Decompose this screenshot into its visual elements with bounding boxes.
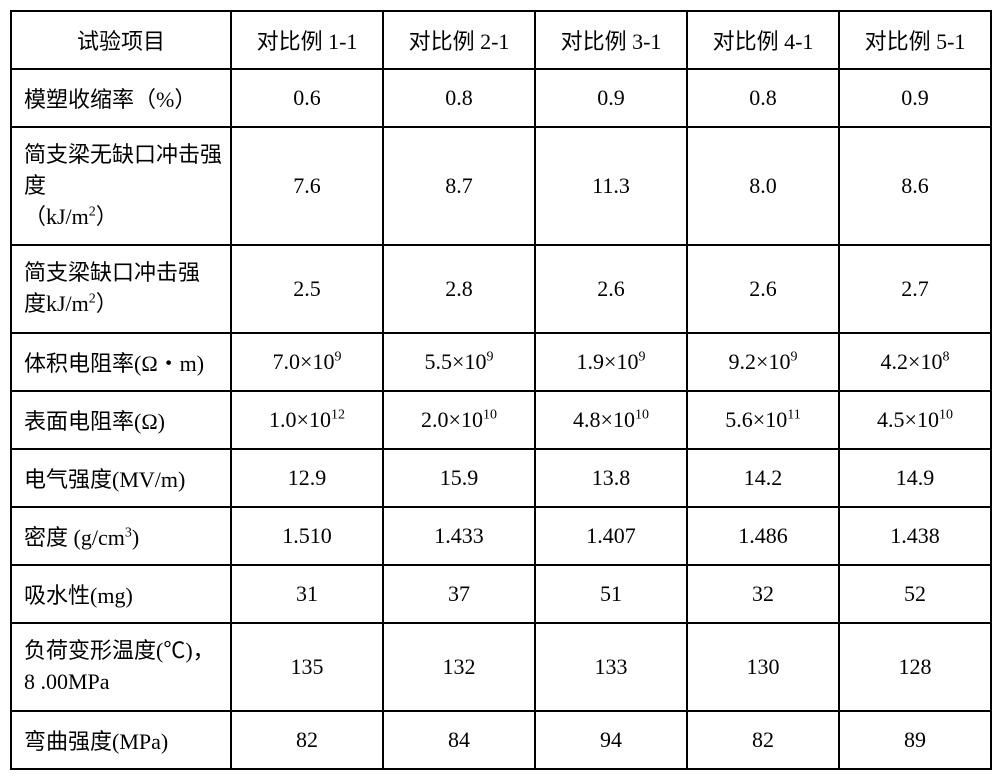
data-cell: 7.6: [231, 127, 383, 245]
data-cell: 4.2×108: [839, 333, 991, 391]
data-cell: 1.9×109: [535, 333, 687, 391]
data-cell: 1.433: [383, 507, 535, 565]
data-cell: 1.407: [535, 507, 687, 565]
data-cell: 89: [839, 711, 991, 769]
data-cell: 5.5×109: [383, 333, 535, 391]
data-cell: 94: [535, 711, 687, 769]
data-cell: 2.5: [231, 245, 383, 333]
data-cell: 11.3: [535, 127, 687, 245]
header-cell-3: 对比例 3-1: [535, 11, 687, 69]
row-label: 弯曲强度(MPa): [11, 711, 231, 769]
header-cell-4: 对比例 4-1: [687, 11, 839, 69]
data-cell: 1.510: [231, 507, 383, 565]
row-label: 电气强度(MV/m): [11, 449, 231, 507]
data-cell: 14.2: [687, 449, 839, 507]
data-cell: 2.6: [687, 245, 839, 333]
data-cell: 31: [231, 565, 383, 623]
table-row: 弯曲强度(MPa)8284948289: [11, 711, 991, 769]
data-cell: 8.6: [839, 127, 991, 245]
data-cell: 1.438: [839, 507, 991, 565]
row-label: 负荷变形温度(℃)，8 .00MPa: [11, 623, 231, 711]
data-cell: 2.0×1010: [383, 391, 535, 449]
data-cell: 0.9: [535, 69, 687, 127]
row-label: 密度 (g/cm3): [11, 507, 231, 565]
data-cell: 37: [383, 565, 535, 623]
data-cell: 52: [839, 565, 991, 623]
data-cell: 5.6×1011: [687, 391, 839, 449]
data-cell: 4.5×1010: [839, 391, 991, 449]
table-row: 密度 (g/cm3)1.5101.4331.4071.4861.438: [11, 507, 991, 565]
data-cell: 0.9: [839, 69, 991, 127]
data-cell: 14.9: [839, 449, 991, 507]
data-cell: 133: [535, 623, 687, 711]
row-label: 吸水性(mg): [11, 565, 231, 623]
data-cell: 51: [535, 565, 687, 623]
data-cell: 7.0×109: [231, 333, 383, 391]
row-label: 模塑收缩率（%）: [11, 69, 231, 127]
data-cell: 1.486: [687, 507, 839, 565]
data-cell: 130: [687, 623, 839, 711]
data-cell: 0.8: [383, 69, 535, 127]
table-row: 表面电阻率(Ω)1.0×10122.0×10104.8×10105.6×1011…: [11, 391, 991, 449]
data-cell: 9.2×109: [687, 333, 839, 391]
row-label: 表面电阻率(Ω): [11, 391, 231, 449]
row-label: 体积电阻率(Ω・m): [11, 333, 231, 391]
data-cell: 132: [383, 623, 535, 711]
data-cell: 0.6: [231, 69, 383, 127]
data-cell: 12.9: [231, 449, 383, 507]
data-cell: 4.8×1010: [535, 391, 687, 449]
data-cell: 2.7: [839, 245, 991, 333]
table-row: 体积电阻率(Ω・m)7.0×1095.5×1091.9×1099.2×1094.…: [11, 333, 991, 391]
header-row: 试验项目 对比例 1-1 对比例 2-1 对比例 3-1 对比例 4-1 对比例…: [11, 11, 991, 69]
header-cell-label: 试验项目: [11, 11, 231, 69]
data-cell: 8.0: [687, 127, 839, 245]
table-body: 模塑收缩率（%）0.60.80.90.80.9简支梁无缺口冲击强度（kJ/m2）…: [11, 69, 991, 769]
data-cell: 135: [231, 623, 383, 711]
header-cell-5: 对比例 5-1: [839, 11, 991, 69]
data-cell: 15.9: [383, 449, 535, 507]
header-cell-2: 对比例 2-1: [383, 11, 535, 69]
data-table-container: 试验项目 对比例 1-1 对比例 2-1 对比例 3-1 对比例 4-1 对比例…: [10, 10, 990, 770]
data-cell: 2.6: [535, 245, 687, 333]
data-cell: 82: [231, 711, 383, 769]
data-cell: 0.8: [687, 69, 839, 127]
header-cell-1: 对比例 1-1: [231, 11, 383, 69]
table-row: 负荷变形温度(℃)，8 .00MPa135132133130128: [11, 623, 991, 711]
data-table: 试验项目 对比例 1-1 对比例 2-1 对比例 3-1 对比例 4-1 对比例…: [10, 10, 992, 770]
table-row: 简支梁无缺口冲击强度（kJ/m2）7.68.711.38.08.6: [11, 127, 991, 245]
data-cell: 84: [383, 711, 535, 769]
table-row: 吸水性(mg)3137513252: [11, 565, 991, 623]
data-cell: 8.7: [383, 127, 535, 245]
data-cell: 128: [839, 623, 991, 711]
data-cell: 32: [687, 565, 839, 623]
table-row: 模塑收缩率（%）0.60.80.90.80.9: [11, 69, 991, 127]
row-label: 简支梁无缺口冲击强度（kJ/m2）: [11, 127, 231, 245]
data-cell: 13.8: [535, 449, 687, 507]
row-label: 简支梁缺口冲击强度kJ/m2）: [11, 245, 231, 333]
table-row: 简支梁缺口冲击强度kJ/m2）2.52.82.62.62.7: [11, 245, 991, 333]
table-row: 电气强度(MV/m)12.915.913.814.214.9: [11, 449, 991, 507]
table-header: 试验项目 对比例 1-1 对比例 2-1 对比例 3-1 对比例 4-1 对比例…: [11, 11, 991, 69]
data-cell: 1.0×1012: [231, 391, 383, 449]
data-cell: 82: [687, 711, 839, 769]
data-cell: 2.8: [383, 245, 535, 333]
